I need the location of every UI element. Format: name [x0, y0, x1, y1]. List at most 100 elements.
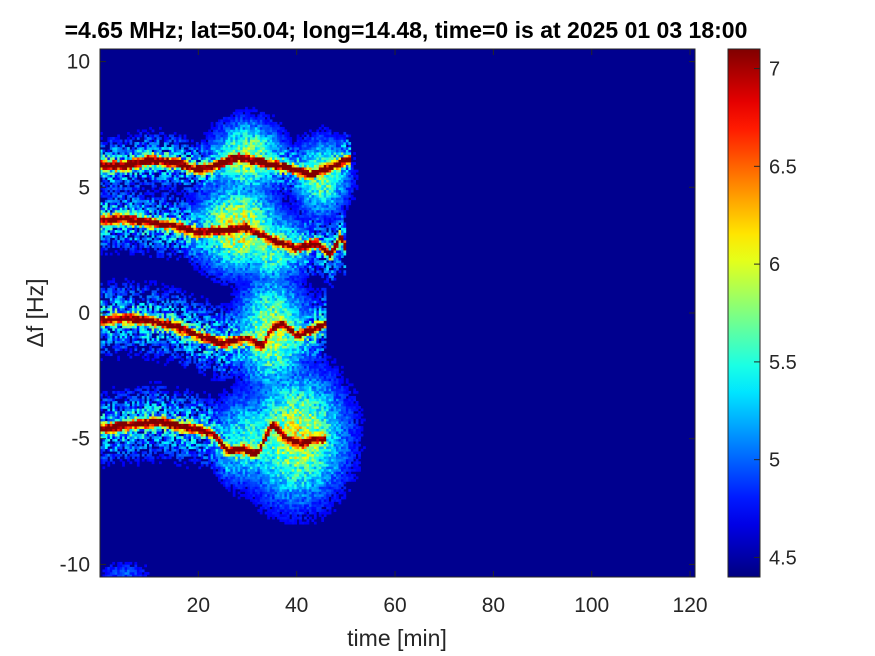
heatmap-cell	[227, 486, 231, 490]
heatmap-cell	[156, 328, 160, 331]
heatmap-cell	[190, 247, 194, 251]
heatmap-cell	[141, 313, 145, 316]
heatmap-cell	[215, 260, 219, 264]
heatmap-cell	[213, 179, 216, 183]
heatmap-cell	[220, 225, 224, 228]
heatmap-cell	[104, 235, 108, 238]
heatmap-cell	[139, 212, 143, 216]
heatmap-cell	[222, 167, 226, 170]
heatmap-cell	[203, 250, 207, 253]
heatmap-cell	[210, 330, 214, 334]
heatmap-cell	[104, 240, 108, 243]
heatmap-cell	[151, 418, 155, 422]
heatmap-cell	[139, 401, 143, 404]
heatmap-cell	[102, 426, 106, 429]
heatmap-cell	[168, 290, 172, 294]
heatmap-cell	[208, 395, 211, 399]
heatmap-cell	[210, 247, 214, 251]
heatmap-cell	[109, 433, 113, 437]
heatmap-cell	[230, 302, 234, 306]
heatmap-cell	[124, 247, 128, 251]
heatmap-cell	[151, 343, 155, 346]
heatmap-cell	[188, 446, 192, 450]
heatmap-cell	[193, 252, 197, 256]
heatmap-cell	[225, 466, 229, 470]
heatmap-cell	[127, 564, 130, 568]
heatmap-cell	[149, 395, 152, 399]
heatmap-cell	[181, 202, 184, 206]
heatmap-cell	[190, 152, 194, 155]
heatmap-cell	[154, 443, 157, 447]
heatmap-cell	[230, 194, 234, 198]
heatmap-cell	[156, 348, 160, 352]
heatmap-cell	[190, 353, 194, 357]
heatmap-cell	[186, 358, 189, 362]
heatmap-cell	[154, 305, 157, 309]
heatmap-cell	[188, 453, 192, 457]
heatmap-cell	[210, 154, 214, 158]
heatmap-cell	[109, 222, 113, 226]
heatmap-cell	[227, 393, 231, 397]
heatmap-cell	[127, 448, 130, 452]
heatmap-cell	[220, 242, 224, 246]
heatmap-cell	[146, 441, 150, 445]
heatmap-cell	[225, 390, 229, 394]
heatmap-cell	[210, 237, 214, 241]
heatmap-cell	[127, 566, 130, 570]
heatmap-cell	[107, 395, 111, 399]
heatmap-cell	[168, 287, 172, 291]
heatmap-cell	[225, 431, 229, 434]
heatmap-cell	[171, 154, 175, 158]
heatmap-cell	[134, 207, 138, 211]
heatmap-cell	[131, 313, 135, 316]
heatmap-cell	[198, 250, 202, 253]
heatmap-cell	[112, 139, 116, 143]
heatmap-cell	[188, 451, 192, 455]
heatmap-cell	[190, 164, 194, 168]
heatmap-cell	[227, 174, 231, 178]
heatmap-cell	[124, 325, 128, 329]
heatmap-cell	[205, 328, 209, 331]
heatmap-cell	[127, 388, 130, 392]
heatmap-cell	[141, 438, 145, 442]
heatmap-cell	[222, 240, 226, 243]
heatmap-cell	[159, 320, 162, 324]
heatmap-cell	[230, 423, 234, 427]
heatmap-cell	[230, 214, 234, 218]
heatmap-cell	[230, 300, 234, 304]
heatmap-cell	[205, 267, 209, 271]
heatmap-cell	[102, 212, 106, 216]
heatmap-cell	[144, 169, 148, 173]
heatmap-cell	[188, 418, 192, 422]
heatmap-cell	[159, 448, 162, 452]
heatmap-cell	[151, 426, 155, 429]
heatmap-cell	[102, 448, 106, 452]
heatmap-cell	[124, 157, 128, 160]
heatmap-cell	[230, 406, 234, 409]
heatmap-cell	[222, 147, 226, 150]
heatmap-cell	[117, 302, 120, 306]
heatmap-cell	[139, 398, 143, 402]
heatmap-cell	[124, 305, 128, 309]
heatmap-cell	[109, 187, 113, 191]
heatmap-cell	[114, 350, 118, 354]
heatmap-cell	[134, 313, 138, 316]
heatmap-cell	[124, 177, 128, 181]
heatmap-cell	[144, 237, 148, 241]
heatmap-cell	[112, 323, 116, 326]
heatmap-cell	[176, 295, 179, 299]
heatmap-cell	[181, 428, 184, 432]
heatmap-cell	[198, 225, 202, 228]
heatmap-cell	[203, 325, 207, 329]
heatmap-cell	[203, 446, 207, 450]
heatmap-cell	[163, 345, 167, 349]
heatmap-cell	[122, 172, 125, 176]
heatmap-cell	[190, 144, 194, 148]
heatmap-cell	[230, 134, 234, 138]
heatmap-cell	[193, 169, 197, 173]
heatmap-cell	[213, 318, 216, 321]
heatmap-cell	[200, 461, 204, 465]
heatmap-cell	[141, 227, 145, 231]
heatmap-cell	[208, 192, 211, 196]
heatmap-cell	[114, 571, 118, 575]
